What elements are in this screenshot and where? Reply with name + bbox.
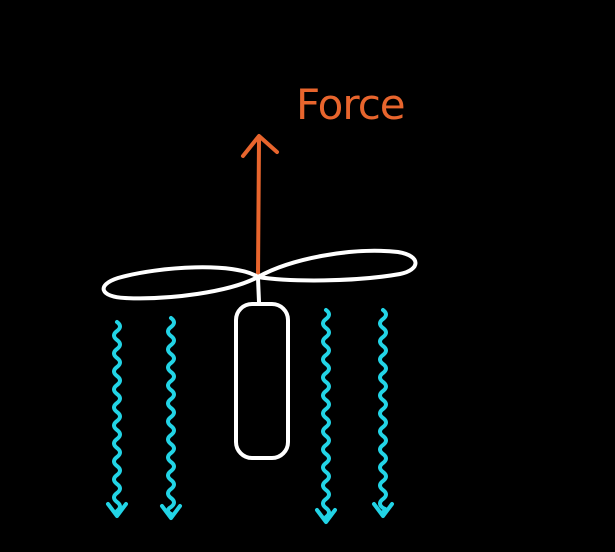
airflow-wave (321, 308, 331, 519)
airflow-arrow-head (315, 508, 337, 524)
airflow-wave (166, 316, 176, 516)
airflow-arrow-head (160, 504, 182, 520)
propeller-shaft (256, 276, 261, 304)
motor-body (234, 302, 290, 460)
airflow-arrow-head (372, 502, 394, 518)
force-arrow-shaft (256, 138, 261, 278)
airflow-wave (378, 308, 388, 514)
force-arrow-head (241, 134, 279, 158)
airflow-arrows (106, 308, 394, 524)
propeller-left-blade (101, 265, 260, 301)
force-arrow (241, 134, 279, 278)
airflow-arrow (160, 316, 182, 520)
airflow-arrow (372, 308, 394, 518)
airflow-wave (112, 320, 122, 513)
propeller-right-blade (256, 248, 418, 283)
airflow-arrow (315, 308, 337, 524)
airflow-arrow (106, 320, 128, 518)
airflow-arrow-head (106, 502, 128, 518)
force-label: Force (296, 80, 406, 129)
propeller (101, 248, 418, 304)
